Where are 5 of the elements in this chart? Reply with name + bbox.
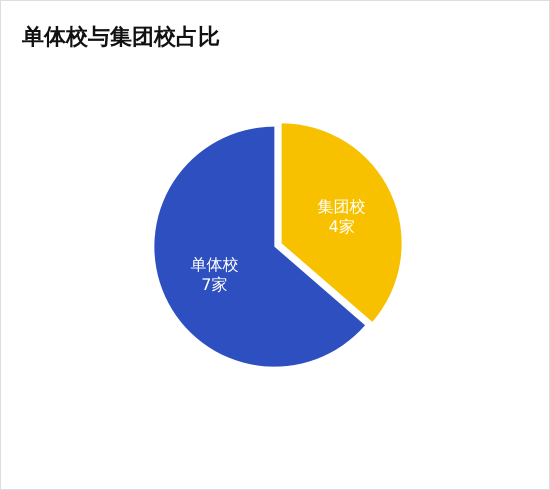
data-label: 7家 [201,275,228,294]
data-label: 4家 [328,216,355,236]
chart-title: 单体校与集团校占比 [21,25,220,50]
slice-label: 单体校 [190,255,238,274]
slice-label: 集团校 [318,196,366,216]
